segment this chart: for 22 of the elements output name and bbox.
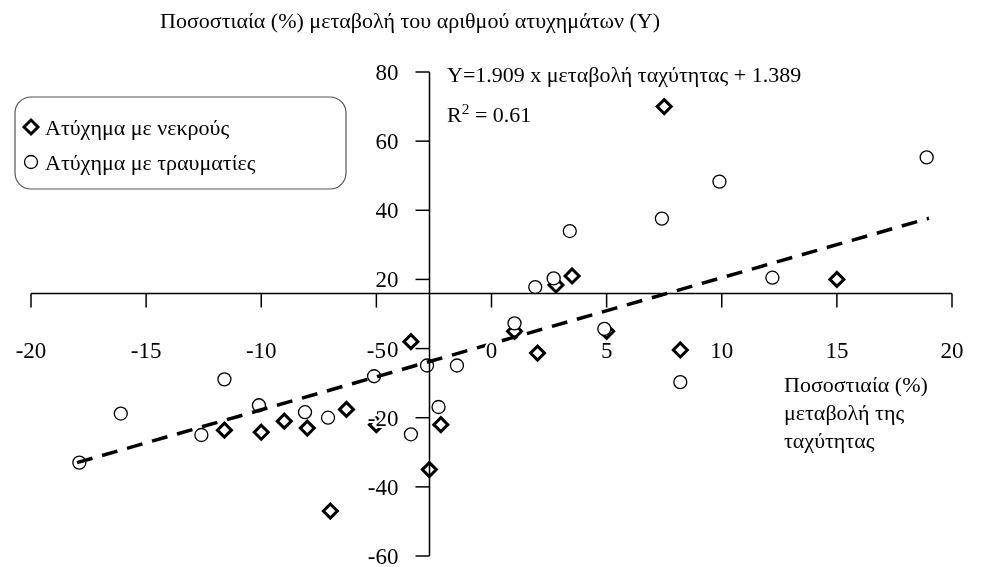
y-tick-label: 20 bbox=[375, 267, 399, 293]
y-tick-label: -40 bbox=[367, 474, 399, 500]
annotation: R$^{2}$ = 0.61 bbox=[447, 99, 532, 127]
y-tick-label: 60 bbox=[375, 129, 399, 155]
y-tick-label: 80 bbox=[375, 60, 399, 86]
x-tick-label: 15 bbox=[825, 337, 849, 363]
x-tick-label: -10 bbox=[245, 337, 277, 363]
x-tick-label: -15 bbox=[130, 337, 162, 363]
x-tick-label: 10 bbox=[710, 337, 734, 363]
x-tick-label: 0 bbox=[485, 337, 498, 363]
y-axis-title: Ποσοστιαία (%) μεταβολή του αριθμού ατυχημάτων (Y) bbox=[160, 8, 660, 33]
y-tick-label: 40 bbox=[375, 198, 399, 224]
x-tick-label: -5 bbox=[366, 337, 386, 363]
annotation: Y=1.909 x μεταβολή ταχύτητας + 1.389 bbox=[447, 62, 802, 87]
x-tick-label: 5 bbox=[600, 337, 613, 363]
y-tick-label: -20 bbox=[367, 405, 399, 431]
x-tick-label: 20 bbox=[940, 337, 964, 363]
legend-label: Ατύχημα με νεκρούς bbox=[45, 114, 230, 140]
legend-label: Ατύχημα με τραυματίες bbox=[45, 149, 256, 175]
x-axis-title: Ποσοστιαία (%) μεταβολή της ταχύτητας bbox=[784, 372, 928, 453]
y-tick-label: -60 bbox=[367, 544, 399, 567]
x-tick-label: -20 bbox=[15, 337, 47, 363]
